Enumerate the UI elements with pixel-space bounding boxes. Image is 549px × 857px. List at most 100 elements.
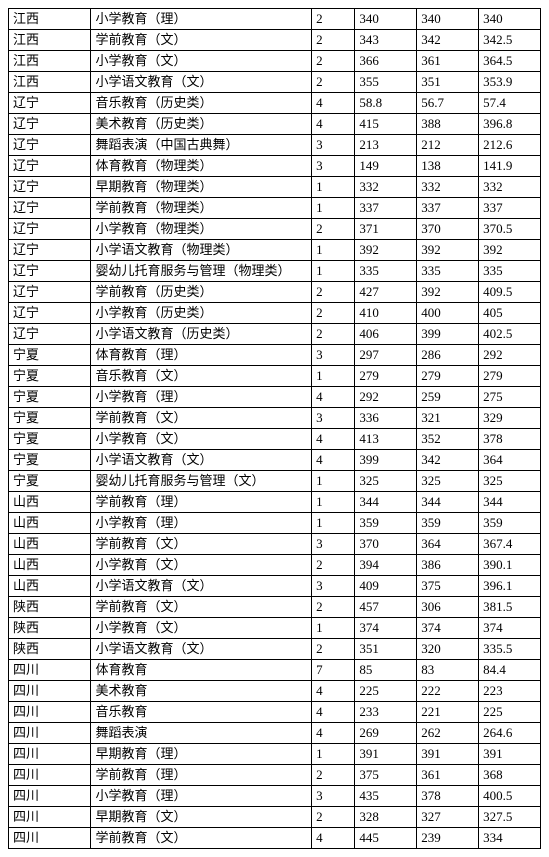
table-cell: 344 <box>479 492 541 513</box>
table-cell: 小学教育（文） <box>91 618 312 639</box>
table-cell: 宁夏 <box>9 366 91 387</box>
table-cell: 391 <box>355 744 417 765</box>
table-cell: 352 <box>417 429 479 450</box>
table-cell: 409.5 <box>479 282 541 303</box>
table-row: 辽宁音乐教育（历史类）458.856.757.4 <box>9 93 541 114</box>
table-cell: 321 <box>417 408 479 429</box>
table-cell: 四川 <box>9 723 91 744</box>
table-row: 辽宁学前教育（物理类）1337337337 <box>9 198 541 219</box>
table-cell: 学前教育（理） <box>91 492 312 513</box>
table-row: 辽宁舞蹈表演（中国古典舞）3213212212.6 <box>9 135 541 156</box>
table-cell: 406 <box>355 324 417 345</box>
table-cell: 335 <box>355 261 417 282</box>
table-cell: 4 <box>312 450 355 471</box>
table-cell: 340 <box>355 9 417 30</box>
table-cell: 392 <box>355 240 417 261</box>
table-cell: 213 <box>355 135 417 156</box>
table-cell: 4 <box>312 702 355 723</box>
table-cell: 328 <box>355 807 417 828</box>
table-cell: 222 <box>417 681 479 702</box>
table-cell: 辽宁 <box>9 177 91 198</box>
table-row: 四川美术教育4225222223 <box>9 681 541 702</box>
table-cell: 415 <box>355 114 417 135</box>
table-cell: 山西 <box>9 513 91 534</box>
table-cell: 江西 <box>9 9 91 30</box>
table-cell: 4 <box>312 828 355 849</box>
table-cell: 四川 <box>9 828 91 849</box>
table-cell: 342 <box>417 30 479 51</box>
table-cell: 2 <box>312 303 355 324</box>
table-cell: 329 <box>479 408 541 429</box>
table-cell: 辽宁 <box>9 324 91 345</box>
table-row: 山西小学教育（理）1359359359 <box>9 513 541 534</box>
table-cell: 359 <box>355 513 417 534</box>
table-cell: 小学语文教育（文） <box>91 72 312 93</box>
table-cell: 427 <box>355 282 417 303</box>
table-row: 江西小学教育（文）2366361364.5 <box>9 51 541 72</box>
table-cell: 7 <box>312 660 355 681</box>
table-cell: 小学教育（文） <box>91 51 312 72</box>
table-cell: 381.5 <box>479 597 541 618</box>
table-cell: 368 <box>479 765 541 786</box>
table-cell: 宁夏 <box>9 387 91 408</box>
table-cell: 宁夏 <box>9 345 91 366</box>
table-cell: 355 <box>355 72 417 93</box>
table-cell: 233 <box>355 702 417 723</box>
table-cell: 学前教育（文） <box>91 828 312 849</box>
table-cell: 337 <box>355 198 417 219</box>
table-cell: 225 <box>355 681 417 702</box>
table-cell: 138 <box>417 156 479 177</box>
table-cell: 364 <box>479 450 541 471</box>
table-cell: 279 <box>479 366 541 387</box>
table-cell: 325 <box>479 471 541 492</box>
table-cell: 陕西 <box>9 618 91 639</box>
table-cell: 335 <box>417 261 479 282</box>
table-cell: 351 <box>417 72 479 93</box>
table-row: 辽宁小学教育（物理类）2371370370.5 <box>9 219 541 240</box>
table-cell: 1 <box>312 492 355 513</box>
table-cell: 336 <box>355 408 417 429</box>
table-cell: 353.9 <box>479 72 541 93</box>
table-cell: 340 <box>417 9 479 30</box>
table-cell: 445 <box>355 828 417 849</box>
table-cell: 2 <box>312 51 355 72</box>
table-cell: 2 <box>312 555 355 576</box>
table-cell: 美术教育 <box>91 681 312 702</box>
table-cell: 342 <box>417 450 479 471</box>
table-cell: 2 <box>312 72 355 93</box>
table-cell: 141.9 <box>479 156 541 177</box>
table-cell: 舞蹈表演 <box>91 723 312 744</box>
table-cell: 3 <box>312 156 355 177</box>
table-cell: 239 <box>417 828 479 849</box>
table-cell: 山西 <box>9 492 91 513</box>
table-cell: 学前教育（文） <box>91 408 312 429</box>
table-cell: 306 <box>417 597 479 618</box>
table-row: 宁夏音乐教育（文）1279279279 <box>9 366 541 387</box>
table-cell: 340 <box>479 9 541 30</box>
table-cell: 辽宁 <box>9 282 91 303</box>
table-cell: 335.5 <box>479 639 541 660</box>
table-row: 辽宁小学语文教育（历史类）2406399402.5 <box>9 324 541 345</box>
table-cell: 四川 <box>9 744 91 765</box>
table-cell: 388 <box>417 114 479 135</box>
table-cell: 342.5 <box>479 30 541 51</box>
table-cell: 小学教育（文） <box>91 555 312 576</box>
table-cell: 1 <box>312 471 355 492</box>
table-cell: 378 <box>417 786 479 807</box>
table-cell: 264.6 <box>479 723 541 744</box>
table-cell: 2 <box>312 807 355 828</box>
table-cell: 学前教育（物理类） <box>91 198 312 219</box>
table-cell: 小学教育（理） <box>91 786 312 807</box>
table-row: 辽宁婴幼儿托育服务与管理（物理类）1335335335 <box>9 261 541 282</box>
table-cell: 374 <box>355 618 417 639</box>
table-cell: 351 <box>355 639 417 660</box>
table-cell: 391 <box>479 744 541 765</box>
table-cell: 早期教育（文） <box>91 807 312 828</box>
table-cell: 390.1 <box>479 555 541 576</box>
table-cell: 早期教育（物理类） <box>91 177 312 198</box>
table-cell: 297 <box>355 345 417 366</box>
admissions-table: 江西小学教育（理）2340340340江西学前教育（文）2343342342.5… <box>8 8 541 849</box>
table-cell: 2 <box>312 324 355 345</box>
table-cell: 2 <box>312 30 355 51</box>
table-cell: 374 <box>479 618 541 639</box>
